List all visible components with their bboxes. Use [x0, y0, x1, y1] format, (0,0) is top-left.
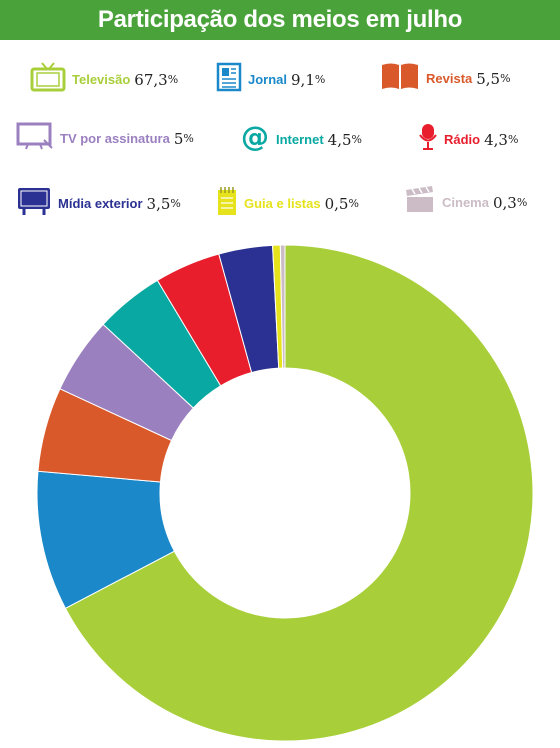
legend-unit: %: [507, 133, 519, 146]
legend-item: Jornal 9,1%: [216, 62, 325, 97]
notepad-icon: [216, 186, 238, 221]
legend-value: 4,5: [327, 130, 352, 149]
legend-value: 0,5: [324, 194, 349, 213]
donut-chart: [36, 244, 534, 742]
legend-value: 0,3: [492, 193, 517, 212]
legend-unit: %: [314, 73, 326, 86]
magazine-icon: [380, 62, 420, 95]
legend-label: Cinema: [442, 195, 489, 210]
legend-item: TV por assinatura 5%: [16, 122, 194, 155]
clapperboard-icon: [404, 186, 436, 219]
pay-tv-icon: [16, 122, 54, 155]
legend-value: 67,3: [134, 70, 168, 89]
legend-label: Jornal: [248, 72, 288, 87]
legend-label: Televisão: [72, 72, 131, 87]
newspaper-icon: [216, 62, 242, 97]
legend-value: 5: [173, 129, 184, 148]
at-sign-icon: @: [240, 120, 270, 157]
legend-item: Rádio 4,3%: [418, 122, 518, 157]
tv-icon: [30, 62, 66, 97]
legend-item: Televisão 67,3%: [30, 62, 178, 97]
legend-unit: %: [516, 196, 528, 209]
legend-label: Mídia exterior: [58, 196, 143, 211]
donut-slice: [64, 244, 534, 742]
legend-unit: %: [183, 132, 194, 145]
legend-label: Revista: [426, 71, 473, 86]
title-bar: Participação dos meios em julho: [0, 0, 560, 40]
legend-unit: %: [348, 197, 359, 210]
legend-label: Rádio: [444, 132, 481, 147]
legend-item: Mídia exterior 3,5%: [16, 186, 181, 221]
billboard-icon: [16, 186, 52, 221]
legend-unit: %: [167, 73, 179, 86]
donut-slice: [279, 244, 286, 369]
legend-unit: %: [351, 133, 362, 146]
svg-text:@: @: [241, 122, 269, 152]
microphone-icon: [418, 122, 438, 157]
legend-value: 3,5: [146, 194, 171, 213]
legend-item: Revista 5,5%: [380, 62, 511, 95]
legend-unit: %: [500, 72, 511, 85]
legend-value: 4,3: [484, 130, 508, 149]
legend-item: Guia e listas 0,5%: [216, 186, 359, 221]
legend-label: TV por assinatura: [60, 131, 170, 146]
chart-title: Participação dos meios em julho: [97, 6, 463, 33]
legend-item: Cinema 0,3%: [404, 186, 527, 219]
legend-label: Guia e listas: [244, 196, 321, 211]
legend-value: 9,1: [291, 70, 315, 89]
legend-unit: %: [170, 197, 181, 210]
legend: Televisão 67,3% Jornal 9,1% Revista 5,5% TV po…: [0, 40, 560, 240]
legend-item: @ Internet 4,5%: [240, 120, 362, 157]
legend-label: Internet: [276, 132, 324, 147]
legend-value: 5,5: [476, 69, 501, 88]
